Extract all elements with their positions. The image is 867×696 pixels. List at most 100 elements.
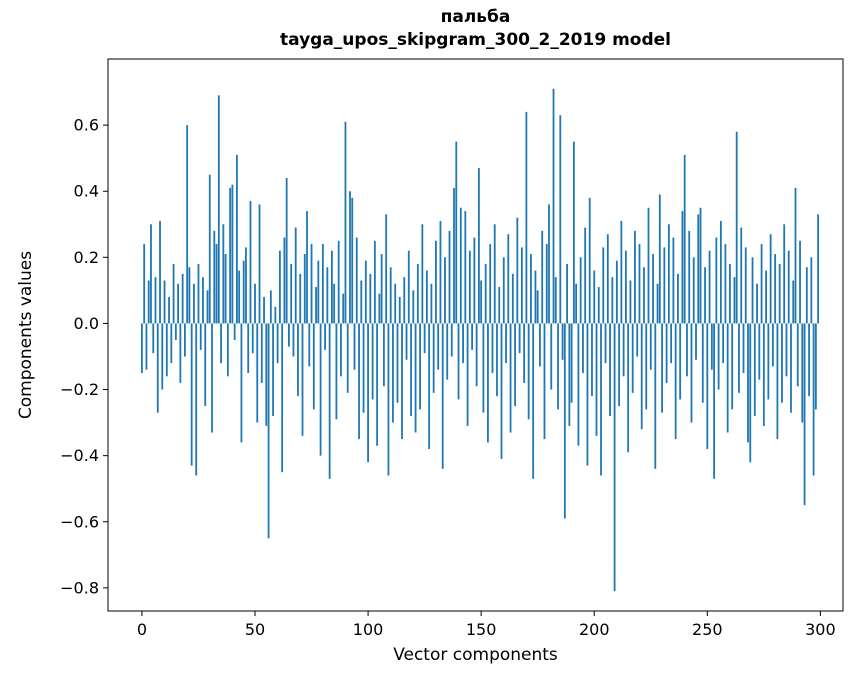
bar [453, 187, 455, 324]
x-tick-label: 200 [579, 620, 610, 639]
bar [588, 197, 591, 324]
bar [636, 323, 639, 357]
bar [188, 267, 191, 324]
bar [672, 237, 675, 324]
bar [686, 323, 688, 377]
bar [518, 323, 521, 354]
bar [168, 296, 170, 324]
bar [557, 323, 559, 410]
bar [719, 220, 722, 324]
x-tick-label: 0 [137, 620, 147, 639]
bar [199, 323, 202, 350]
bar [735, 131, 738, 324]
bar [292, 323, 295, 357]
bar [213, 230, 216, 324]
bar [159, 220, 161, 324]
bar [353, 323, 356, 370]
bar [767, 323, 770, 400]
bar [640, 323, 643, 430]
bar [615, 260, 618, 324]
bar [145, 323, 148, 370]
bar [226, 323, 229, 377]
bar [206, 290, 209, 324]
bar [559, 115, 562, 324]
y-tick-label: −0.6 [60, 512, 99, 531]
bar [475, 323, 478, 387]
bar [652, 254, 654, 324]
bar [749, 323, 752, 463]
bar [661, 323, 663, 413]
bar [450, 323, 453, 357]
bar [713, 323, 715, 479]
bar [193, 283, 195, 324]
bar [236, 154, 238, 324]
bar [317, 260, 320, 324]
bar [781, 323, 783, 403]
bar [480, 280, 483, 324]
bar [297, 323, 299, 397]
bar [421, 224, 424, 324]
bar [326, 267, 329, 324]
bar [586, 323, 589, 466]
bar [753, 323, 756, 416]
bar [143, 244, 146, 324]
bar [174, 323, 177, 340]
bar [263, 296, 265, 324]
bar [523, 323, 526, 383]
bar [222, 224, 225, 324]
bar [645, 323, 648, 410]
bar [563, 323, 566, 519]
bar [570, 323, 573, 403]
bar [568, 323, 571, 426]
bar [373, 240, 376, 324]
bar [803, 323, 806, 506]
bar [477, 168, 480, 324]
bar [762, 323, 765, 426]
bar [419, 323, 421, 410]
bar [267, 323, 270, 539]
bar [333, 283, 336, 324]
bar [328, 323, 331, 479]
bar [561, 323, 564, 360]
bar [249, 201, 252, 324]
bar [765, 270, 768, 324]
bar [416, 263, 419, 324]
bar [751, 257, 754, 324]
bar [611, 277, 614, 324]
bar [163, 280, 166, 324]
bar [758, 323, 761, 380]
bar [814, 323, 817, 410]
bar [265, 323, 268, 426]
bar [706, 323, 709, 450]
y-tick-label: −0.2 [60, 380, 99, 399]
bar [303, 254, 306, 324]
bar [349, 191, 351, 324]
bar [776, 323, 779, 440]
bar [281, 323, 284, 473]
bar [299, 273, 302, 324]
bar [156, 323, 159, 413]
bar [507, 234, 510, 324]
bar [233, 323, 236, 340]
bar [380, 254, 383, 324]
bar [147, 280, 150, 324]
bar [484, 263, 487, 324]
bar [487, 323, 489, 443]
bar [161, 323, 164, 390]
bar [401, 323, 403, 440]
bar [396, 323, 399, 403]
bar [154, 277, 157, 324]
bar [548, 204, 550, 324]
bar [344, 121, 347, 324]
bar [202, 277, 204, 324]
bar [509, 323, 512, 433]
bar [787, 250, 790, 324]
y-tick-label: −0.4 [60, 446, 99, 465]
bar [351, 197, 354, 324]
bar [360, 280, 363, 324]
bar [439, 220, 442, 324]
chart-title-word: пальба [440, 7, 511, 27]
bar [423, 323, 426, 354]
bar [254, 283, 256, 324]
bar [534, 270, 537, 324]
